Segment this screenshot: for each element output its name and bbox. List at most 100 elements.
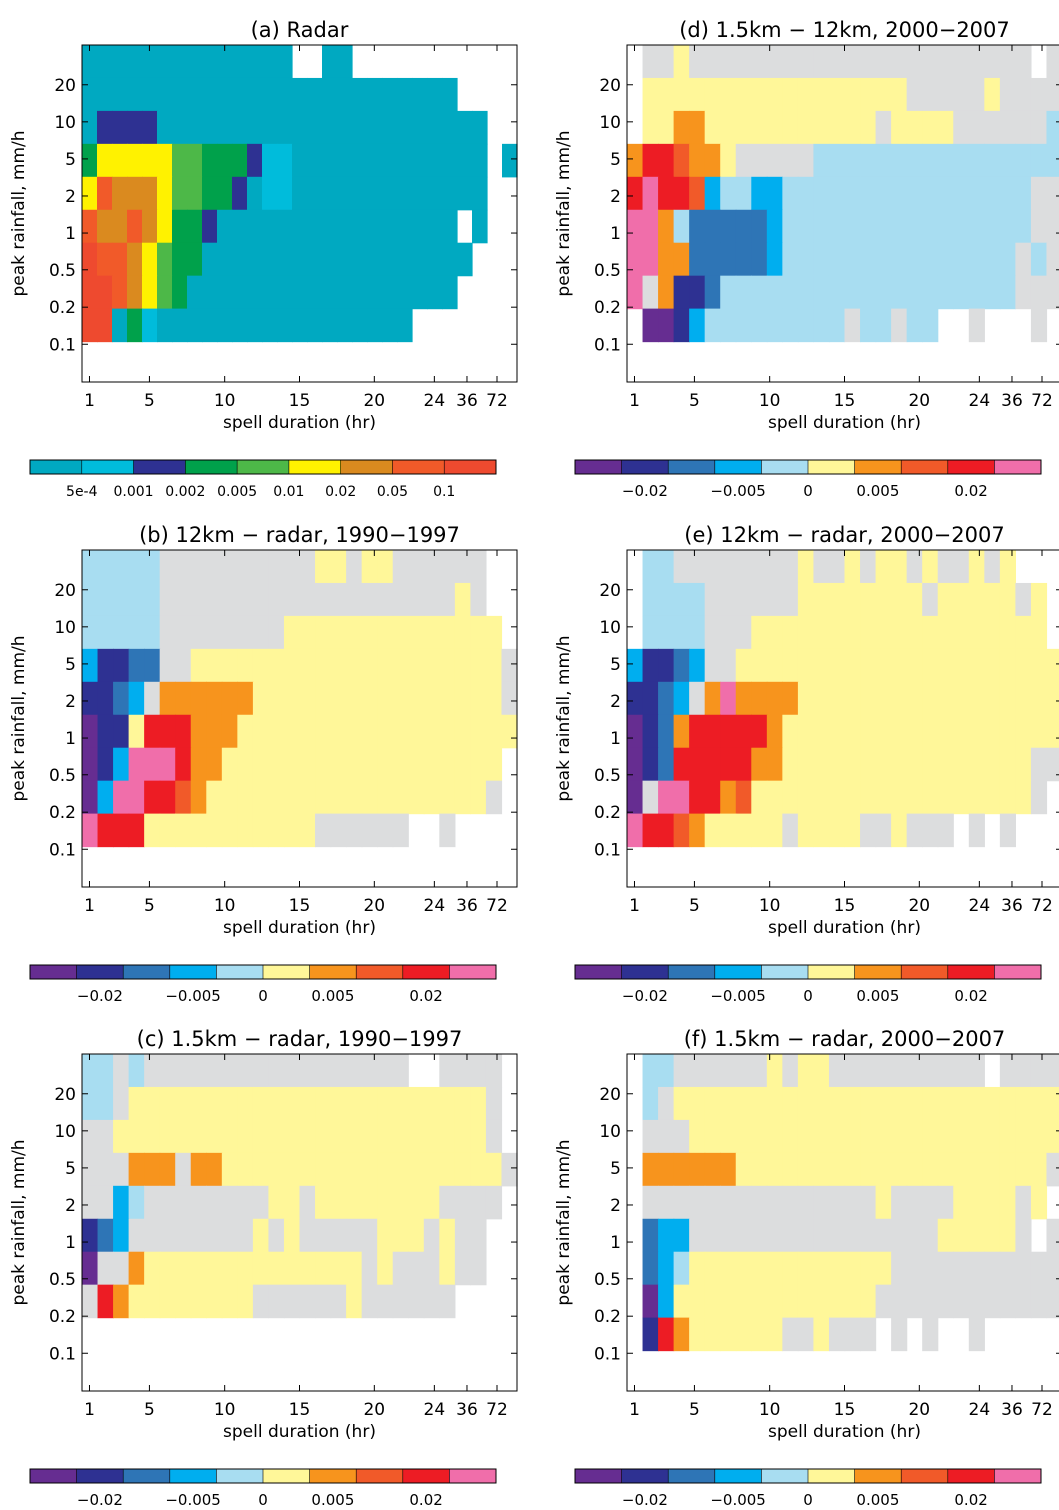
x-tick-label: 36 xyxy=(1001,391,1023,411)
heatmap-cell xyxy=(408,1218,425,1253)
heatmap-cell xyxy=(206,582,223,617)
heatmap-cell xyxy=(860,1251,877,1286)
heatmap-cell xyxy=(221,1054,238,1088)
y-tick-label: 1 xyxy=(65,729,76,749)
heatmap-cell xyxy=(397,308,413,343)
colorbar-swatch xyxy=(854,460,902,474)
heatmap-cell xyxy=(704,176,721,211)
heatmap-cell xyxy=(439,813,456,848)
heatmap-cell xyxy=(735,780,752,815)
heatmap-cell xyxy=(439,681,456,716)
heatmap-cell xyxy=(172,275,188,310)
colorbar-label: 0.005 xyxy=(856,1491,899,1509)
heatmap-cell xyxy=(1030,1054,1048,1088)
heatmap-cell xyxy=(922,1251,939,1286)
heatmap-cell xyxy=(97,1119,114,1154)
heatmap-cell xyxy=(237,1152,254,1187)
heatmap-cell xyxy=(442,143,458,178)
heatmap-cell xyxy=(906,1218,923,1253)
heatmap-cell xyxy=(206,1284,223,1319)
heatmap-cell xyxy=(128,1054,145,1088)
heatmap-cell xyxy=(1030,1284,1048,1319)
heatmap-cell xyxy=(766,242,783,277)
heatmap-cell xyxy=(704,780,721,815)
colorbar-swatch xyxy=(994,1469,1042,1483)
y-tick-label: 0.2 xyxy=(49,298,76,318)
y-tick-label: 20 xyxy=(54,1085,76,1105)
heatmap-cell xyxy=(751,1119,768,1154)
heatmap-cell xyxy=(704,813,721,848)
heatmap-cell xyxy=(159,1054,176,1088)
heatmap-cell xyxy=(187,110,203,145)
heatmap-cell xyxy=(172,308,188,343)
colorbar-swatch xyxy=(76,1469,124,1483)
heatmap-cell xyxy=(642,780,659,815)
heatmap-cell xyxy=(82,550,99,584)
heatmap-cell xyxy=(439,1185,456,1220)
heatmap-cell xyxy=(361,1185,378,1220)
colorbar-swatch xyxy=(575,965,623,979)
heatmap-cell xyxy=(735,242,752,277)
heatmap-cell xyxy=(352,242,368,277)
heatmap-cell xyxy=(144,747,161,782)
heatmap-cell xyxy=(277,176,293,211)
colorbar-frame xyxy=(29,459,497,475)
y-tick-label: 10 xyxy=(599,1122,621,1142)
heatmap-cell xyxy=(844,582,861,617)
heatmap-cell xyxy=(875,176,892,211)
heatmap-cell xyxy=(968,45,985,79)
heatmap-cell xyxy=(330,1054,347,1088)
heatmap-cell xyxy=(658,648,675,683)
heatmap-cell xyxy=(860,615,877,650)
heatmap-cell xyxy=(128,780,145,815)
heatmap-cell xyxy=(206,1185,223,1220)
heatmap-cell xyxy=(766,1086,783,1121)
heatmap-cell xyxy=(689,209,706,244)
heatmap-cell xyxy=(127,143,143,178)
x-tick-label: 10 xyxy=(759,391,781,411)
heatmap-cell xyxy=(454,1054,471,1088)
heatmap-cell xyxy=(984,275,1001,310)
heatmap-cell xyxy=(720,780,737,815)
heatmap-cell xyxy=(299,813,316,848)
heatmap-cell xyxy=(221,648,238,683)
heatmap-cell xyxy=(283,1152,301,1187)
heatmap-cell xyxy=(642,1317,659,1352)
heatmap-cell xyxy=(268,1119,285,1154)
heatmap-cell xyxy=(860,1119,877,1154)
heatmap-cell xyxy=(751,1054,768,1088)
panel-title: (e) 12km − radar, 2000−2007 xyxy=(684,523,1004,547)
heatmap-cell xyxy=(457,143,473,178)
heatmap-cell xyxy=(642,615,659,650)
y-tick-label: 0.1 xyxy=(49,335,76,355)
heatmap-cell xyxy=(828,1185,846,1220)
heatmap-cell xyxy=(454,582,471,617)
heatmap-cell xyxy=(352,176,368,211)
heatmap-cell xyxy=(423,1218,440,1253)
heatmap-cell xyxy=(392,582,409,617)
heatmap-cell xyxy=(392,780,409,815)
heatmap-cell xyxy=(906,1152,923,1187)
heatmap-cell xyxy=(97,209,113,244)
heatmap-cell xyxy=(361,1152,378,1187)
heatmap-cell xyxy=(720,110,737,145)
heatmap-cell xyxy=(268,615,285,650)
heatmap-cell xyxy=(766,143,783,178)
heatmap-cell xyxy=(642,143,659,178)
heatmap-cell xyxy=(382,143,398,178)
heatmap-cell xyxy=(720,582,737,617)
heatmap-cell xyxy=(175,1119,192,1154)
heatmap-cell xyxy=(307,242,323,277)
heatmap-cell xyxy=(159,780,176,815)
heatmap-cell xyxy=(766,110,783,145)
heatmap-cell xyxy=(766,714,783,749)
y-tick-label: 0.2 xyxy=(594,803,621,823)
colorbar-swatch xyxy=(237,460,290,474)
heatmap-cell xyxy=(190,1218,207,1253)
heatmap-cell xyxy=(906,275,923,310)
heatmap-cell xyxy=(922,1317,939,1352)
heatmap-cell xyxy=(766,1251,783,1286)
heatmap-cell xyxy=(470,681,487,716)
heatmap-cell xyxy=(1046,242,1059,277)
heatmap-cell xyxy=(97,275,113,310)
